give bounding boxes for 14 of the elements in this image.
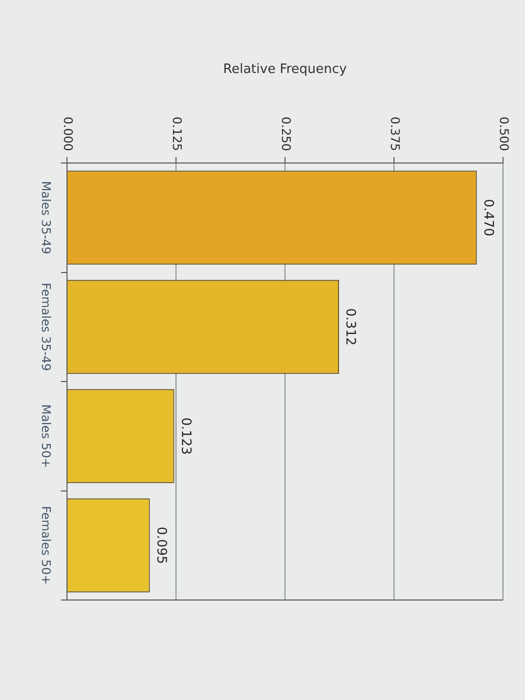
data-label: 0.095 xyxy=(153,526,168,564)
x-tick-label: 0.000 xyxy=(60,116,75,151)
y-tick-label: Females 50+ xyxy=(38,506,53,585)
x-axis-title: Relative Frequency xyxy=(223,62,348,78)
x-tick-label: 0.125 xyxy=(170,116,184,151)
data-label: 0.123 xyxy=(178,418,193,455)
x-tick-label: 0.500 xyxy=(496,116,511,151)
data-label: 0.312 xyxy=(342,308,358,346)
x-tick-label: 0.250 xyxy=(278,116,293,151)
data-label: 0.470 xyxy=(480,199,496,236)
y-tick-label: Males 50+ xyxy=(38,404,53,468)
y-tick-label: Males 35-49 xyxy=(38,180,53,254)
y-tick-label: Females 35-49 xyxy=(38,282,53,372)
x-tick-label: 0.375 xyxy=(388,116,402,151)
